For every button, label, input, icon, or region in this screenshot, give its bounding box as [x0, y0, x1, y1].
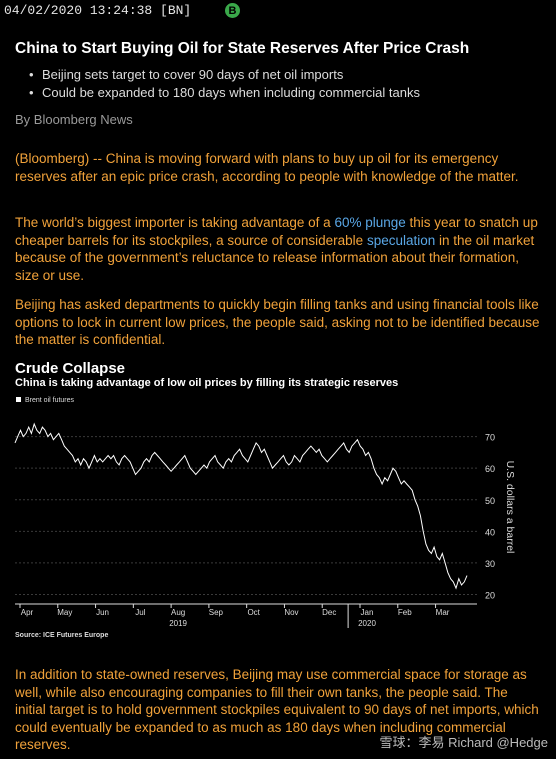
- y-tick-label: 30: [485, 559, 495, 569]
- p2-text: in the oil market because of the governm…: [15, 232, 535, 283]
- brent-price-chart: Brent oil futures U.S. dollars a barrel …: [14, 397, 516, 639]
- bullet-list: Beijing sets target to cover 90 days of …: [29, 66, 420, 102]
- bloomberg-badge-icon: B: [225, 3, 240, 18]
- plunge-link[interactable]: 60% plunge: [334, 215, 406, 230]
- legend-label: Brent oil futures: [25, 397, 75, 404]
- paragraph-3: Beijing has asked departments to quickly…: [15, 297, 540, 347]
- paragraph-1: (Bloomberg) -- China is moving forward w…: [15, 151, 519, 184]
- chart-source: Source: ICE Futures Europe: [15, 632, 108, 639]
- speculation-link[interactable]: speculation: [366, 232, 436, 248]
- y-tick-label: 50: [485, 496, 495, 506]
- y-tick-label: 20: [485, 591, 495, 601]
- x-tick-label: Oct: [247, 608, 260, 617]
- p2-text: The world’s biggest importer is taking a…: [15, 215, 335, 230]
- y-axis-label: U.S. dollars a barrel: [504, 461, 516, 554]
- y-tick-label: 40: [485, 527, 495, 537]
- x-tick-label: Aug: [171, 608, 185, 617]
- paragraph-4: In addition to state-owned reserves, Bei…: [15, 667, 539, 752]
- x-tick-label: Mar: [436, 608, 450, 617]
- series-line-brent: [14, 422, 468, 590]
- x-tick-label: Dec: [322, 608, 336, 617]
- legend-swatch: [16, 397, 21, 402]
- paragraph-2: The world’s biggest importer is taking a…: [15, 214, 540, 284]
- x-year-label: 2020: [358, 619, 376, 628]
- chart-title: Crude Collapse: [15, 360, 126, 377]
- x-year-label: 2019: [169, 619, 187, 628]
- x-tick-label: Sep: [209, 608, 224, 617]
- x-tick-label: May: [57, 608, 72, 617]
- status-bar: 04/02/2020 13:24:38 [BN] B: [0, 0, 556, 22]
- timestamp: 04/02/2020 13:24:38 [BN]: [4, 3, 192, 18]
- headline: China to Start Buying Oil for State Rese…: [15, 40, 470, 57]
- bullet-item: Beijing sets target to cover 90 days of …: [29, 66, 420, 84]
- x-tick-label: Jun: [96, 608, 109, 617]
- p2-text: this year to snatch up cheaper barrels f…: [15, 215, 538, 248]
- x-tick-label: Nov: [284, 608, 298, 617]
- x-tick-label: Jul: [135, 608, 145, 617]
- watermark: 雪球：李易 Richard @Hedge: [379, 735, 548, 750]
- bullet-item: Could be expanded to 180 days when inclu…: [29, 84, 420, 102]
- y-tick-label: 70: [485, 433, 495, 443]
- x-tick-label: Feb: [398, 608, 412, 617]
- y-tick-label: 60: [485, 464, 495, 474]
- x-tick-label: Apr: [21, 608, 34, 617]
- chart-subtitle: China is taking advantage of low oil pri…: [15, 377, 399, 389]
- byline: By Bloomberg News: [15, 112, 133, 127]
- x-tick-label: Jan: [361, 608, 374, 617]
